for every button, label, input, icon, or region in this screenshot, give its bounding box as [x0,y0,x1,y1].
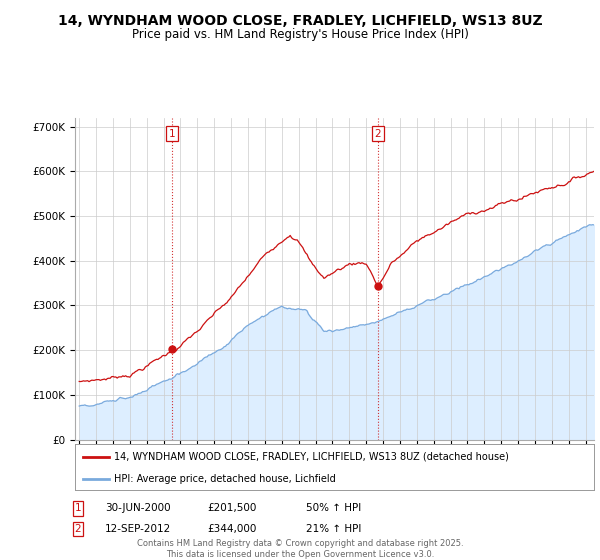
Text: £344,000: £344,000 [207,524,256,534]
Text: 14, WYNDHAM WOOD CLOSE, FRADLEY, LICHFIELD, WS13 8UZ: 14, WYNDHAM WOOD CLOSE, FRADLEY, LICHFIE… [58,14,542,28]
Text: Price paid vs. HM Land Registry's House Price Index (HPI): Price paid vs. HM Land Registry's House … [131,28,469,41]
Text: 14, WYNDHAM WOOD CLOSE, FRADLEY, LICHFIELD, WS13 8UZ (detached house): 14, WYNDHAM WOOD CLOSE, FRADLEY, LICHFIE… [114,452,509,462]
Text: 21% ↑ HPI: 21% ↑ HPI [306,524,361,534]
Text: 12-SEP-2012: 12-SEP-2012 [105,524,171,534]
Text: HPI: Average price, detached house, Lichfield: HPI: Average price, detached house, Lich… [114,474,335,483]
Text: 30-JUN-2000: 30-JUN-2000 [105,503,170,514]
Text: 50% ↑ HPI: 50% ↑ HPI [306,503,361,514]
Text: 2: 2 [74,524,82,534]
Text: 1: 1 [74,503,82,514]
Text: 1: 1 [169,129,175,139]
Text: Contains HM Land Registry data © Crown copyright and database right 2025.
This d: Contains HM Land Registry data © Crown c… [137,539,463,559]
Text: 2: 2 [374,129,381,139]
Text: £201,500: £201,500 [207,503,256,514]
